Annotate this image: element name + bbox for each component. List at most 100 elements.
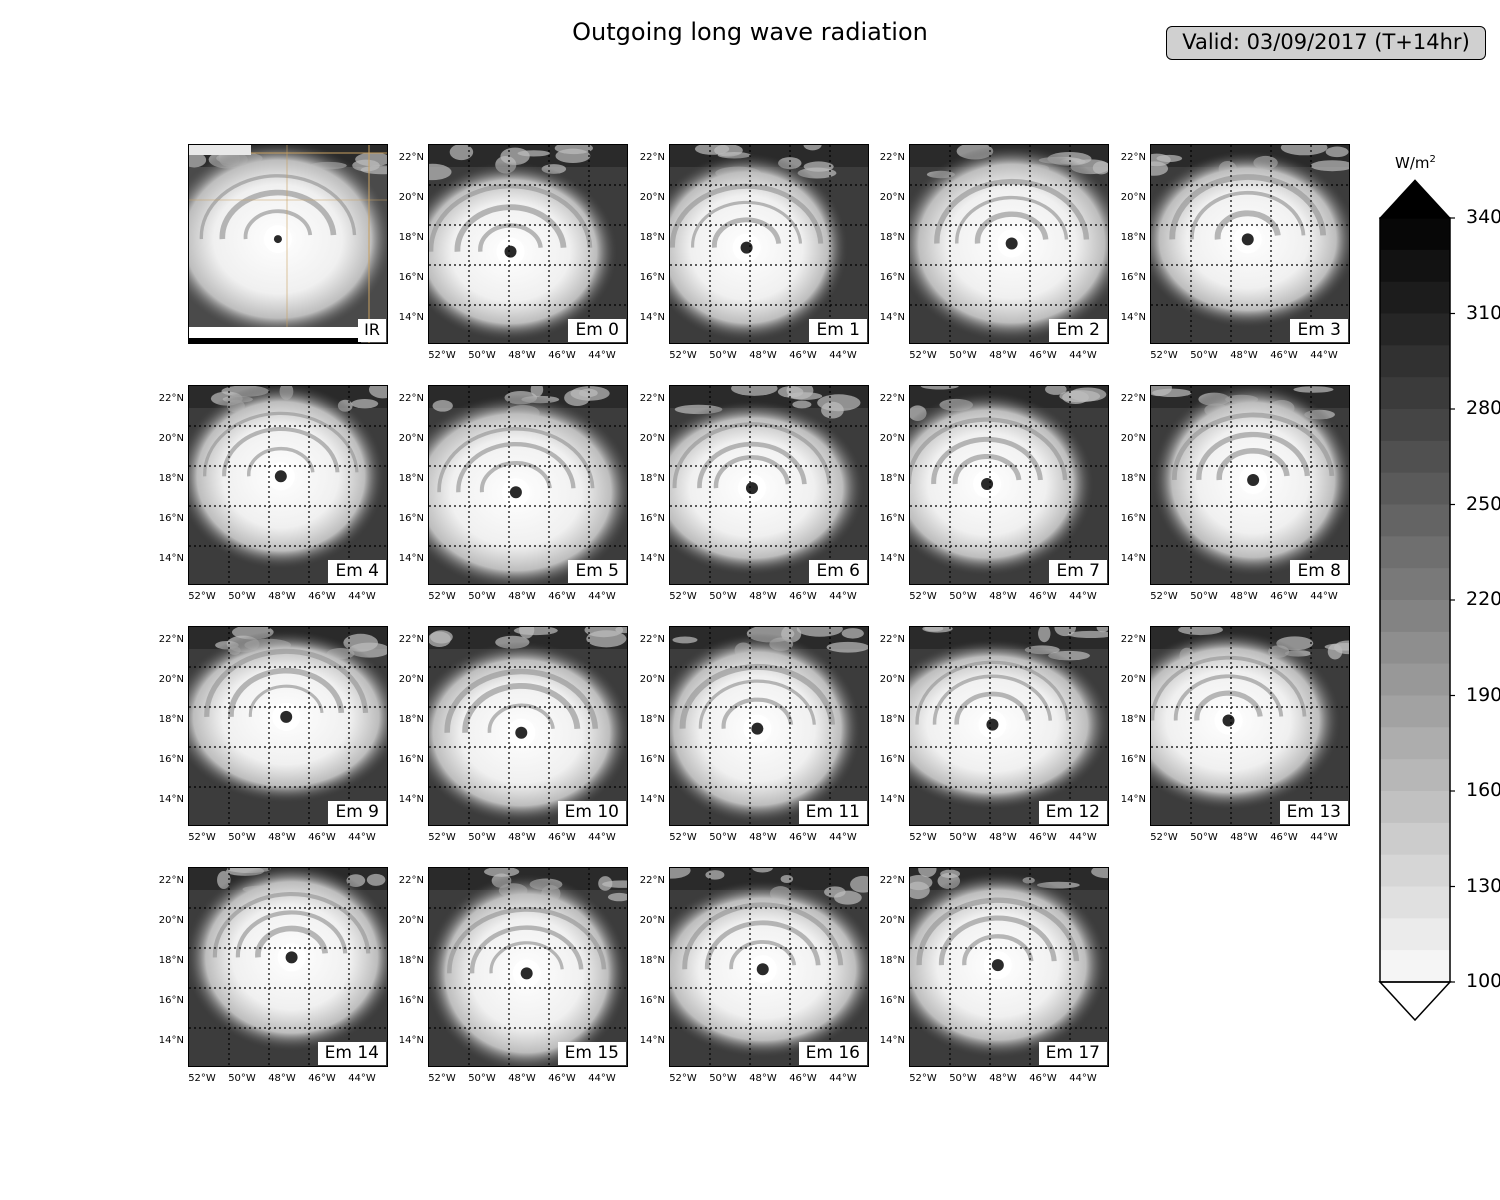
lat-tick-label: 22°N — [639, 875, 665, 886]
lon-tick-label: 50°W — [1190, 591, 1218, 602]
lat-tick-label: 14°N — [1120, 794, 1146, 805]
colorbar-level — [1380, 504, 1450, 537]
member-label: Em 10 — [557, 801, 626, 824]
olr-field-image — [429, 627, 627, 825]
colorbar-level — [1380, 791, 1450, 824]
lon-tick-label: 52°W — [909, 591, 937, 602]
lat-tick-label: 18°N — [879, 955, 905, 966]
lat-tick-label: 14°N — [639, 1035, 665, 1046]
ensemble-member-panel: Em 9 — [188, 626, 388, 826]
olr-field-image — [670, 145, 868, 343]
ensemble-member-panel: Em 6 — [669, 385, 869, 585]
lat-tick-label: 16°N — [639, 513, 665, 524]
lon-tick-label: 50°W — [709, 1073, 737, 1084]
lon-tick-label: 46°W — [789, 591, 817, 602]
lon-tick-label: 48°W — [989, 591, 1017, 602]
lat-tick-label: 20°N — [1120, 192, 1146, 203]
lat-tick-label: 22°N — [879, 152, 905, 163]
lat-tick-label: 18°N — [879, 473, 905, 484]
colorbar-tick-label: 190 — [1466, 683, 1500, 706]
olr-field-image — [1151, 386, 1349, 584]
lon-tick-label: 48°W — [749, 832, 777, 843]
lon-tick-label: 44°W — [588, 832, 616, 843]
lon-tick-label: 50°W — [709, 350, 737, 361]
colorbar-level — [1380, 600, 1450, 633]
lat-tick-label: 14°N — [158, 1035, 184, 1046]
colorbar-level — [1380, 663, 1450, 696]
olr-field-image — [910, 868, 1108, 1066]
lat-tick-label: 22°N — [158, 875, 184, 886]
lon-tick-label: 48°W — [508, 350, 536, 361]
colorbar-level — [1380, 313, 1450, 346]
member-label: Em 0 — [568, 319, 626, 342]
lat-tick-label: 18°N — [398, 955, 424, 966]
ensemble-member-panel: Em 12 — [909, 626, 1109, 826]
member-label: Em 5 — [568, 560, 626, 583]
colorbar-level — [1380, 281, 1450, 314]
lon-tick-label: 44°W — [1069, 832, 1097, 843]
lat-tick-label: 16°N — [879, 513, 905, 524]
lat-tick-label: 22°N — [398, 634, 424, 645]
lon-tick-label: 46°W — [548, 350, 576, 361]
lat-tick-label: 20°N — [398, 192, 424, 203]
lat-tick-label: 20°N — [879, 915, 905, 926]
lat-tick-label: 18°N — [398, 714, 424, 725]
member-label: Em 15 — [557, 1042, 626, 1065]
ensemble-member-panel: Em 17 — [909, 867, 1109, 1067]
lat-tick-label: 14°N — [158, 794, 184, 805]
member-label: Em 1 — [809, 319, 867, 342]
lat-tick-label: 14°N — [398, 553, 424, 564]
lon-tick-label: 48°W — [1230, 350, 1258, 361]
lon-tick-label: 52°W — [428, 591, 456, 602]
lon-tick-label: 48°W — [749, 1073, 777, 1084]
lat-tick-label: 18°N — [1120, 714, 1146, 725]
lon-tick-label: 48°W — [508, 832, 536, 843]
olr-field-image — [670, 627, 868, 825]
lon-tick-label: 50°W — [468, 591, 496, 602]
member-label: Em 9 — [328, 801, 386, 824]
lat-tick-label: 18°N — [879, 232, 905, 243]
lat-tick-label: 18°N — [398, 473, 424, 484]
colorbar-tick-label: 250 — [1466, 492, 1500, 515]
lon-tick-label: 52°W — [909, 832, 937, 843]
colorbar-extend-min — [1378, 981, 1452, 1022]
lon-tick-label: 52°W — [1150, 832, 1178, 843]
lon-tick-label: 48°W — [268, 832, 296, 843]
lat-tick-label: 14°N — [398, 312, 424, 323]
colorbar-level — [1380, 822, 1450, 856]
colorbar-level — [1380, 886, 1450, 919]
lat-tick-label: 16°N — [1120, 513, 1146, 524]
ensemble-member-panel: Em 10 — [428, 626, 628, 826]
lon-tick-label: 50°W — [949, 350, 977, 361]
lat-tick-label: 16°N — [639, 272, 665, 283]
lon-tick-label: 52°W — [909, 1073, 937, 1084]
lat-tick-label: 14°N — [879, 1035, 905, 1046]
lon-tick-label: 46°W — [308, 832, 336, 843]
ensemble-member-panel: Em 3 — [1150, 144, 1350, 344]
colorbar-unit-text: W/m — [1395, 154, 1430, 172]
lat-tick-label: 20°N — [398, 674, 424, 685]
lon-tick-label: 44°W — [829, 350, 857, 361]
olr-field-image — [429, 386, 627, 584]
lat-tick-label: 18°N — [639, 232, 665, 243]
lon-tick-label: 48°W — [989, 832, 1017, 843]
ensemble-member-panel: Em 13 — [1150, 626, 1350, 826]
lon-tick-label: 52°W — [1150, 350, 1178, 361]
ensemble-member-panel: Em 5 — [428, 385, 628, 585]
lat-tick-label: 14°N — [1120, 553, 1146, 564]
colorbar-level — [1380, 854, 1450, 887]
colorbar — [1378, 179, 1455, 1022]
olr-field-image — [670, 386, 868, 584]
lat-tick-label: 22°N — [879, 393, 905, 404]
lat-tick-label: 16°N — [158, 513, 184, 524]
colorbar-level — [1380, 536, 1450, 569]
colorbar-tick-label: 220 — [1466, 588, 1500, 610]
lat-tick-label: 20°N — [879, 674, 905, 685]
lon-tick-label: 52°W — [188, 1073, 216, 1084]
lon-tick-label: 50°W — [949, 591, 977, 602]
ir-label: IR — [358, 319, 386, 342]
lon-tick-label: 48°W — [989, 350, 1017, 361]
lon-tick-label: 44°W — [588, 350, 616, 361]
lon-tick-label: 52°W — [669, 1073, 697, 1084]
colorbar-tick-label: 100 — [1466, 970, 1500, 992]
